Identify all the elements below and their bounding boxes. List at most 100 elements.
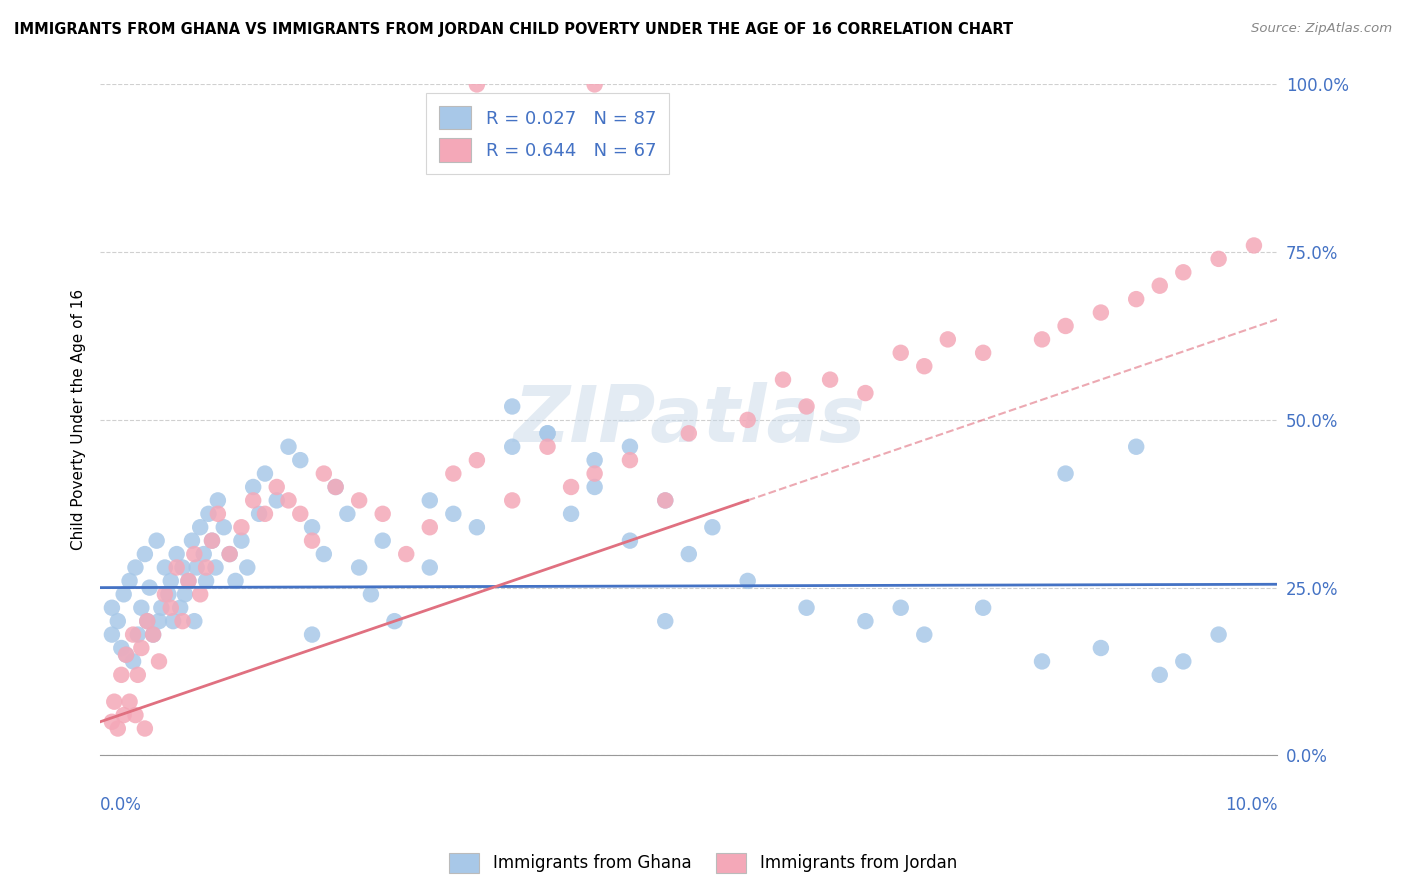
Point bbox=[159, 600, 181, 615]
Point bbox=[124, 560, 146, 574]
Point bbox=[972, 600, 994, 615]
Point bbox=[501, 440, 523, 454]
Point bbox=[103, 695, 125, 709]
Point bbox=[536, 426, 558, 441]
Point bbox=[218, 547, 240, 561]
Point bbox=[1054, 318, 1077, 333]
Point bbox=[195, 560, 218, 574]
Point bbox=[172, 614, 194, 628]
Legend: R = 0.027   N = 87, R = 0.644   N = 67: R = 0.027 N = 87, R = 0.644 N = 67 bbox=[426, 94, 669, 174]
Text: 0.0%: 0.0% bbox=[100, 796, 142, 814]
Point bbox=[107, 614, 129, 628]
Point bbox=[159, 574, 181, 588]
Point bbox=[212, 520, 235, 534]
Text: Source: ZipAtlas.com: Source: ZipAtlas.com bbox=[1251, 22, 1392, 36]
Point bbox=[193, 547, 215, 561]
Point bbox=[242, 493, 264, 508]
Point bbox=[118, 695, 141, 709]
Point bbox=[1208, 252, 1230, 266]
Point bbox=[162, 614, 184, 628]
Point bbox=[290, 453, 312, 467]
Point bbox=[1125, 440, 1147, 454]
Point bbox=[465, 78, 488, 92]
Point bbox=[253, 507, 276, 521]
Point bbox=[177, 574, 200, 588]
Point bbox=[136, 614, 159, 628]
Point bbox=[101, 714, 124, 729]
Point bbox=[936, 332, 959, 346]
Point bbox=[360, 587, 382, 601]
Point bbox=[583, 480, 606, 494]
Point bbox=[181, 533, 204, 548]
Point bbox=[124, 708, 146, 723]
Point bbox=[1243, 238, 1265, 252]
Text: ZIPatlas: ZIPatlas bbox=[513, 382, 865, 458]
Point bbox=[855, 386, 877, 401]
Point bbox=[188, 520, 211, 534]
Point bbox=[654, 614, 676, 628]
Point bbox=[347, 560, 370, 574]
Point bbox=[177, 574, 200, 588]
Point bbox=[112, 708, 135, 723]
Point bbox=[1208, 627, 1230, 641]
Point bbox=[1149, 668, 1171, 682]
Point bbox=[619, 440, 641, 454]
Point bbox=[1090, 640, 1112, 655]
Point bbox=[166, 560, 188, 574]
Point bbox=[395, 547, 418, 561]
Point bbox=[501, 400, 523, 414]
Point bbox=[197, 507, 219, 521]
Point bbox=[122, 627, 145, 641]
Point bbox=[772, 373, 794, 387]
Text: IMMIGRANTS FROM GHANA VS IMMIGRANTS FROM JORDAN CHILD POVERTY UNDER THE AGE OF 1: IMMIGRANTS FROM GHANA VS IMMIGRANTS FROM… bbox=[14, 22, 1014, 37]
Point bbox=[1173, 655, 1195, 669]
Point bbox=[371, 533, 394, 548]
Point bbox=[583, 453, 606, 467]
Point bbox=[138, 581, 160, 595]
Point bbox=[115, 648, 138, 662]
Point bbox=[465, 453, 488, 467]
Point bbox=[737, 413, 759, 427]
Point bbox=[204, 560, 226, 574]
Point bbox=[312, 547, 335, 561]
Legend: Immigrants from Ghana, Immigrants from Jordan: Immigrants from Ghana, Immigrants from J… bbox=[443, 847, 963, 880]
Point bbox=[1149, 278, 1171, 293]
Point bbox=[336, 507, 359, 521]
Point bbox=[145, 533, 167, 548]
Point bbox=[266, 480, 288, 494]
Point bbox=[654, 493, 676, 508]
Point bbox=[142, 627, 165, 641]
Point bbox=[501, 493, 523, 508]
Point bbox=[678, 547, 700, 561]
Point bbox=[277, 440, 299, 454]
Point bbox=[441, 467, 464, 481]
Point bbox=[419, 493, 441, 508]
Point bbox=[536, 440, 558, 454]
Point bbox=[225, 574, 247, 588]
Point bbox=[290, 507, 312, 521]
Point bbox=[560, 480, 582, 494]
Point bbox=[419, 560, 441, 574]
Point bbox=[110, 668, 132, 682]
Point bbox=[118, 574, 141, 588]
Point bbox=[183, 547, 205, 561]
Point bbox=[127, 627, 149, 641]
Point bbox=[207, 493, 229, 508]
Point bbox=[218, 547, 240, 561]
Point bbox=[134, 547, 156, 561]
Point bbox=[195, 574, 218, 588]
Point bbox=[157, 587, 180, 601]
Point bbox=[536, 426, 558, 441]
Point bbox=[1125, 292, 1147, 306]
Point bbox=[678, 426, 700, 441]
Point bbox=[654, 493, 676, 508]
Point bbox=[231, 533, 253, 548]
Point bbox=[465, 520, 488, 534]
Y-axis label: Child Poverty Under the Age of 16: Child Poverty Under the Age of 16 bbox=[72, 289, 86, 550]
Point bbox=[890, 346, 912, 360]
Text: 10.0%: 10.0% bbox=[1225, 796, 1278, 814]
Point bbox=[107, 722, 129, 736]
Point bbox=[818, 373, 841, 387]
Point bbox=[153, 560, 176, 574]
Point bbox=[242, 480, 264, 494]
